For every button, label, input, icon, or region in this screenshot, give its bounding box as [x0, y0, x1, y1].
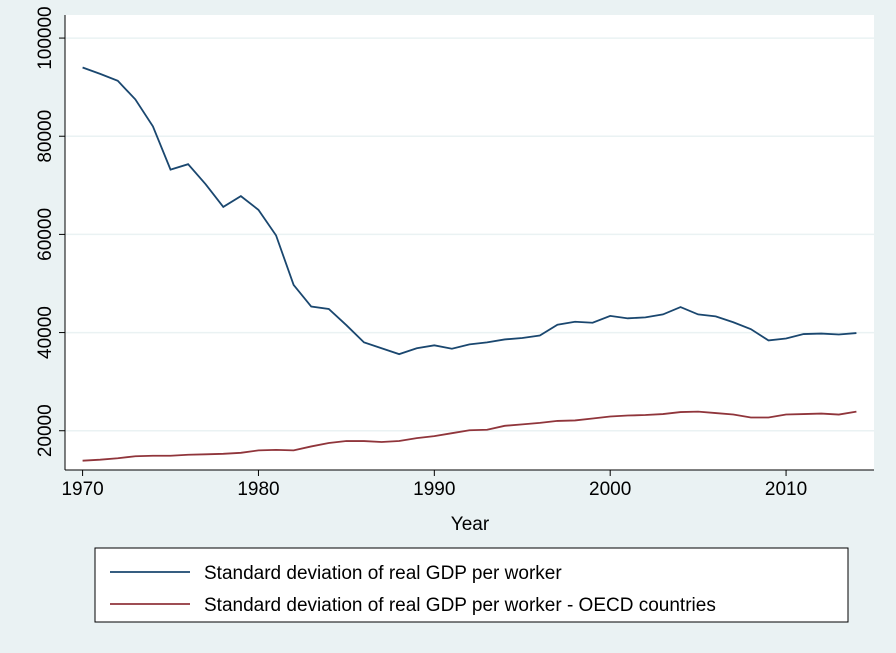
y-tick-label: 80000 — [35, 110, 56, 163]
y-tick-label: 100000 — [35, 6, 56, 69]
x-tick-label: 2010 — [765, 479, 807, 500]
legend-box — [94, 547, 849, 623]
x-tick-label: 1980 — [237, 479, 279, 500]
series-line — [82, 410, 857, 462]
x-tick-label: 1970 — [61, 479, 103, 500]
plot-area — [65, 15, 874, 470]
series-line — [82, 66, 857, 356]
legend-label: Standard deviation of real GDP per worke… — [204, 563, 562, 584]
legend-label: Standard deviation of real GDP per worke… — [204, 595, 716, 616]
x-tick-label: 2000 — [589, 479, 631, 500]
x-axis-title: Year — [451, 514, 490, 535]
y-tick-label: 20000 — [35, 404, 56, 457]
x-tick-label: 1990 — [413, 479, 455, 500]
y-tick-label: 60000 — [35, 208, 56, 261]
y-tick-label: 40000 — [35, 306, 56, 359]
